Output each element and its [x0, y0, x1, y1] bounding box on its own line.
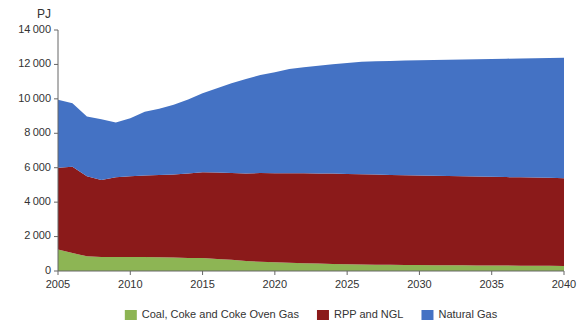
x-tick — [564, 271, 565, 275]
y-tick — [54, 133, 58, 134]
legend-item: Coal, Coke and Coke Oven Gas — [125, 308, 300, 320]
area — [58, 167, 564, 266]
areas — [58, 58, 564, 271]
x-tick — [202, 271, 203, 275]
x-tick-label: 2015 — [190, 278, 214, 290]
x-tick-label: 2025 — [335, 278, 359, 290]
x-tick — [58, 271, 59, 275]
x-axis-line — [58, 271, 564, 272]
y-tick — [54, 64, 58, 65]
y-tick-label: 8 000 — [24, 126, 51, 138]
x-tick-label: 2010 — [118, 278, 142, 290]
legend-swatch — [317, 310, 329, 320]
y-tick-label: 14 000 — [18, 23, 51, 35]
x-tick — [491, 271, 492, 275]
x-tick-label: 2040 — [552, 278, 576, 290]
x-tick-label: 2005 — [46, 278, 70, 290]
y-tick-label: 6 000 — [24, 161, 51, 173]
y-axis-label: PJ — [37, 7, 51, 21]
x-tick — [347, 271, 348, 275]
legend-swatch — [125, 310, 137, 320]
y-tick-label: 4 000 — [24, 195, 51, 207]
y-tick-label: 10 000 — [18, 92, 51, 104]
y-tick-label: 2 000 — [24, 229, 51, 241]
y-tick — [54, 30, 58, 31]
y-tick — [54, 167, 58, 168]
legend-label: Coal, Coke and Coke Oven Gas — [142, 308, 300, 320]
legend-item: Natural Gas — [421, 308, 497, 320]
x-tick — [274, 271, 275, 275]
legend-label: RPP and NGL — [334, 308, 404, 320]
y-tick-label: 0 — [45, 264, 51, 276]
legend-swatch — [421, 310, 433, 320]
area — [58, 58, 564, 180]
x-tick-label: 2035 — [479, 278, 503, 290]
y-tick — [54, 98, 58, 99]
axes: 0 2 000 4 000 6 000 8 000 10 000 12 000 14 000 2… — [18, 23, 576, 290]
legend-item: RPP and NGL — [317, 308, 404, 320]
x-tick-label: 2020 — [263, 278, 287, 290]
y-tick — [54, 271, 58, 272]
x-tick-label: 2030 — [407, 278, 431, 290]
x-tick — [419, 271, 420, 275]
legend: Coal, Coke and Coke Oven Gas RPP and NGL N… — [125, 308, 498, 320]
x-tick — [130, 271, 131, 275]
y-tick-label: 12 000 — [18, 57, 51, 69]
y-tick — [54, 202, 58, 203]
chart: 0 2 000 4 000 6 000 8 000 10 000 12 000 14 000 2… — [0, 0, 580, 333]
y-axis-line — [58, 30, 59, 271]
legend-label: Natural Gas — [438, 308, 497, 320]
y-tick — [54, 236, 58, 237]
